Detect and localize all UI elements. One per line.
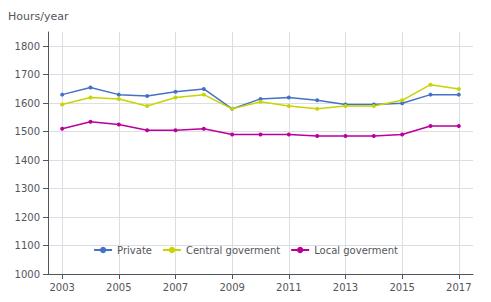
svg-text:1300: 1300 xyxy=(15,183,40,194)
svg-text:1600: 1600 xyxy=(15,98,40,109)
svg-text:2015: 2015 xyxy=(389,282,414,293)
svg-text:1200: 1200 xyxy=(15,212,40,223)
svg-text:Hours/year: Hours/year xyxy=(8,10,69,23)
svg-text:2013: 2013 xyxy=(333,282,358,293)
svg-text:2009: 2009 xyxy=(219,282,244,293)
svg-text:2005: 2005 xyxy=(106,282,131,293)
svg-text:1100: 1100 xyxy=(15,240,40,251)
svg-text:1700: 1700 xyxy=(15,69,40,80)
svg-text:Central goverment: Central goverment xyxy=(186,245,280,256)
svg-text:2003: 2003 xyxy=(49,282,74,293)
svg-text:1400: 1400 xyxy=(15,155,40,166)
svg-text:Local goverment: Local goverment xyxy=(314,245,398,256)
svg-text:1500: 1500 xyxy=(15,126,40,137)
svg-text:1800: 1800 xyxy=(15,41,40,52)
svg-text:2011: 2011 xyxy=(276,282,301,293)
svg-text:2007: 2007 xyxy=(163,282,188,293)
svg-text:Private: Private xyxy=(117,245,152,256)
svg-text:2017: 2017 xyxy=(446,282,471,293)
svg-text:1000: 1000 xyxy=(15,269,40,280)
